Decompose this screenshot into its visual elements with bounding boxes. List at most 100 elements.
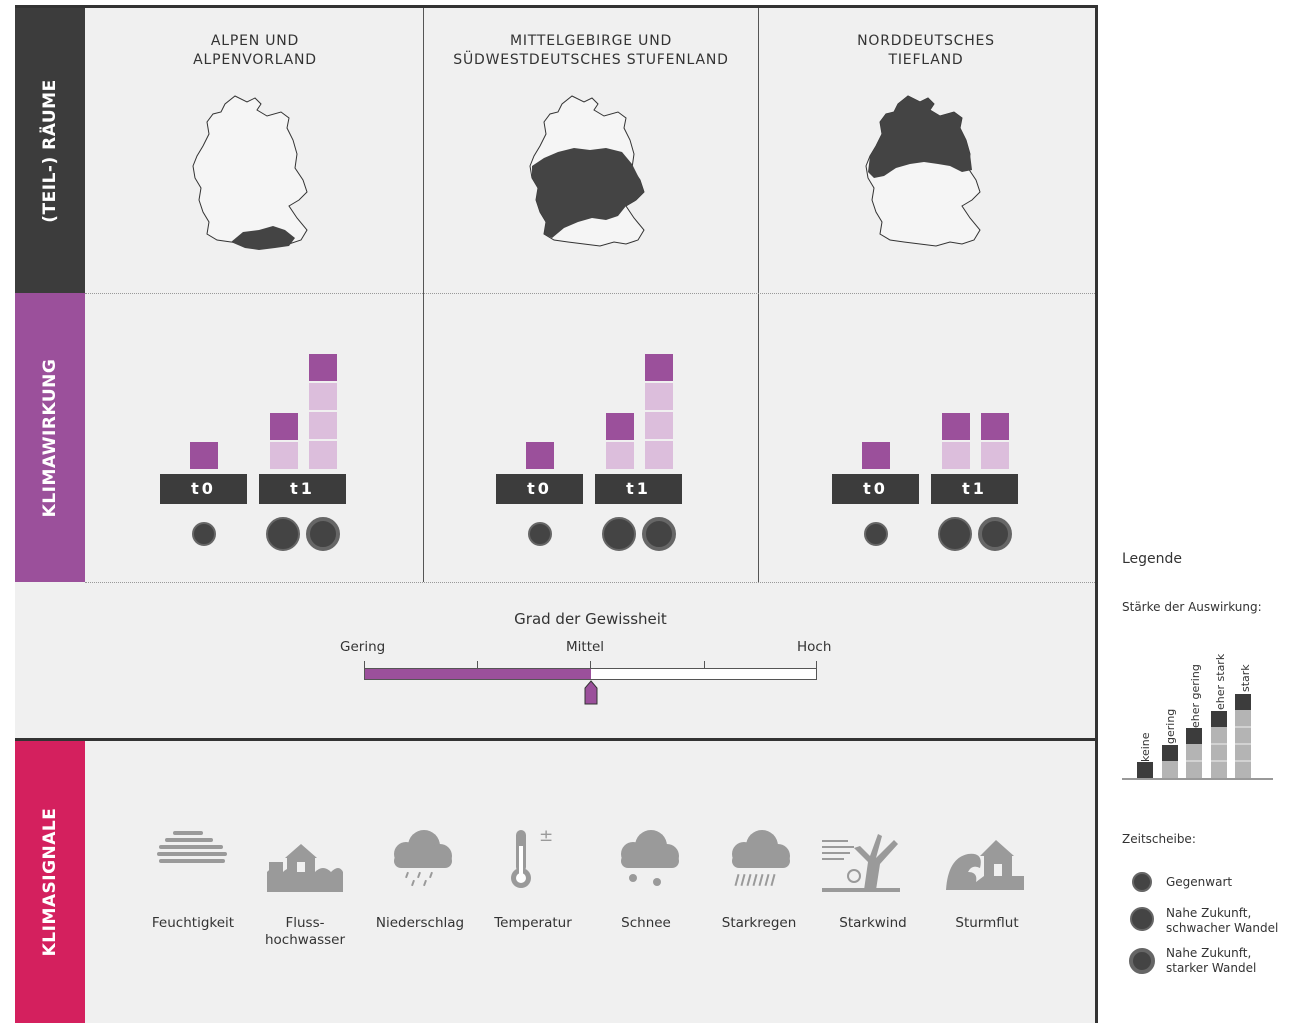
signal-label: Fluss- hochwasser xyxy=(250,915,360,949)
scale-tick xyxy=(816,661,817,668)
legend-level-bar xyxy=(1211,711,1227,727)
scale-tick xyxy=(364,661,365,668)
signal-label: Niederschlag xyxy=(365,915,475,932)
globe-strong-change-icon xyxy=(306,517,340,551)
signal-label-line: Sturmflut xyxy=(955,915,1019,931)
dotted-separator xyxy=(85,293,1095,294)
globe-weak-change-icon xyxy=(266,517,300,551)
certainty-label-mid: Mittel xyxy=(566,639,605,655)
impact-block-t1-strong xyxy=(309,354,337,381)
snow-icon xyxy=(621,830,679,886)
temperature-sign: ± xyxy=(539,826,554,846)
time-tag-t0: t0 xyxy=(832,474,919,504)
impact-block-t1-strong xyxy=(309,441,337,469)
impact-block-t1-strong xyxy=(645,441,673,469)
certainty-fill xyxy=(365,669,591,679)
signal-label-line: Niederschlag xyxy=(375,915,465,931)
precipitation-icon xyxy=(394,830,452,887)
legend-time-line: schwacher Wandel xyxy=(1166,921,1279,935)
germany-map-tiefland xyxy=(865,95,981,247)
legend-level-bar xyxy=(1235,694,1251,710)
impact-block-t0 xyxy=(862,442,890,469)
signal-label: Starkwind xyxy=(818,915,928,932)
section-label-raeume: (TEIL-) RÄUME xyxy=(40,78,60,223)
time-tag-t1: t1 xyxy=(259,474,346,504)
impact-block-t1-strong xyxy=(645,354,673,381)
region-title-line: ALPEN UND xyxy=(210,33,300,49)
region-title-line: TIEFLAND xyxy=(888,52,964,68)
certainty-title: Grad der Gewissheit xyxy=(514,610,667,628)
legend-level-bar xyxy=(1162,745,1178,761)
impact-block-t1-weak xyxy=(942,442,970,469)
top-border xyxy=(15,5,1095,8)
region-title: NORDDEUTSCHES TIEFLAND xyxy=(758,32,1094,70)
signal-label-line: hochwasser xyxy=(264,932,346,948)
globe-strong-change-icon xyxy=(642,517,676,551)
impact-block-t1-strong xyxy=(645,383,673,410)
certainty-scale xyxy=(364,668,817,680)
right-border xyxy=(1095,5,1098,1023)
section-label-klimasignale: KLIMASIGNALE xyxy=(40,807,60,957)
globe-weak-change-icon xyxy=(938,517,972,551)
globe-weak-change-icon xyxy=(602,517,636,551)
legend-globe-weak-icon xyxy=(1130,907,1154,931)
legend-time-item: Nahe Zukunft, schwacher Wandel xyxy=(1166,906,1278,936)
legend-level-bar xyxy=(1186,728,1202,744)
legend-title: Legende xyxy=(1122,551,1183,567)
region-title-line: NORDDEUTSCHES xyxy=(857,33,995,49)
strong-wind-icon xyxy=(822,834,900,892)
legend-level-label: keine xyxy=(1139,732,1152,762)
legend-time-line: Nahe Zukunft, xyxy=(1166,946,1252,960)
column-divider xyxy=(758,8,759,582)
legend-strength-chart: keine gering eher gering eher stark star… xyxy=(1122,653,1273,780)
section-klimasignale: KLIMASIGNALE xyxy=(15,741,85,1023)
impact-block-t1-weak xyxy=(606,413,634,440)
signal-label-line: Fluss- xyxy=(285,915,325,931)
impact-block-t1-weak xyxy=(606,442,634,469)
legend-globe-strong-icon xyxy=(1129,948,1155,974)
globe-present-icon xyxy=(864,522,888,546)
certainty-marker xyxy=(584,680,597,705)
certainty-label-high: Hoch xyxy=(797,639,832,655)
region-title-line: SÜDWESTDEUTSCHES STUFENLAND xyxy=(453,52,729,68)
legend-time-item: Nahe Zukunft, starker Wandel xyxy=(1166,946,1256,976)
map-region-highlight xyxy=(868,96,972,178)
time-tag-t1: t1 xyxy=(595,474,682,504)
region-title-line: MITTELGEBIRGE UND xyxy=(509,33,673,49)
signal-label-line: Feuchtigkeit xyxy=(151,915,235,931)
scale-tick xyxy=(704,661,705,668)
scale-tick xyxy=(477,661,478,668)
legend-level-bar xyxy=(1211,727,1227,778)
signal-label: Schnee xyxy=(591,915,701,932)
impact-block-t1-strong xyxy=(309,412,337,439)
impact-block-t1-weak xyxy=(270,442,298,469)
region-title: MITTELGEBIRGE UND SÜDWESTDEUTSCHES STUFE… xyxy=(423,32,759,70)
legend-level-label: eher stark xyxy=(1214,653,1227,710)
river-flood-icon xyxy=(267,844,343,892)
section-raeume: (TEIL-) RÄUME xyxy=(15,8,85,293)
legend-time-line: starker Wandel xyxy=(1166,961,1257,975)
signal-label-line: Starkwind xyxy=(839,915,907,931)
legend-level-label: gering xyxy=(1164,709,1177,744)
signal-label: Sturmflut xyxy=(932,915,1042,932)
humidity-icon xyxy=(157,831,227,863)
impact-block-t1-weak xyxy=(270,413,298,440)
legend-time-title: Zeitscheibe: xyxy=(1122,832,1196,846)
globe-present-icon xyxy=(192,522,216,546)
legend-globe-present-icon xyxy=(1132,872,1152,892)
signal-label: Temperatur xyxy=(478,915,588,932)
dotted-separator xyxy=(85,582,1095,583)
globe-present-icon xyxy=(528,522,552,546)
legend-level-label: eher gering xyxy=(1189,664,1202,728)
legend-time-item: Gegenwart xyxy=(1166,875,1232,890)
time-tag-t0: t0 xyxy=(496,474,583,504)
time-tag-t0: t0 xyxy=(160,474,247,504)
heavy-rain-icon xyxy=(732,830,790,887)
signal-label: Feuchtigkeit xyxy=(138,915,248,932)
globe-strong-change-icon xyxy=(978,517,1012,551)
legend-level-bar xyxy=(1162,761,1178,778)
signal-label-line: Schnee xyxy=(621,915,671,931)
impact-block-t1-weak xyxy=(942,413,970,440)
germany-map-alpen xyxy=(192,95,308,250)
storm-surge-icon xyxy=(946,840,1024,890)
